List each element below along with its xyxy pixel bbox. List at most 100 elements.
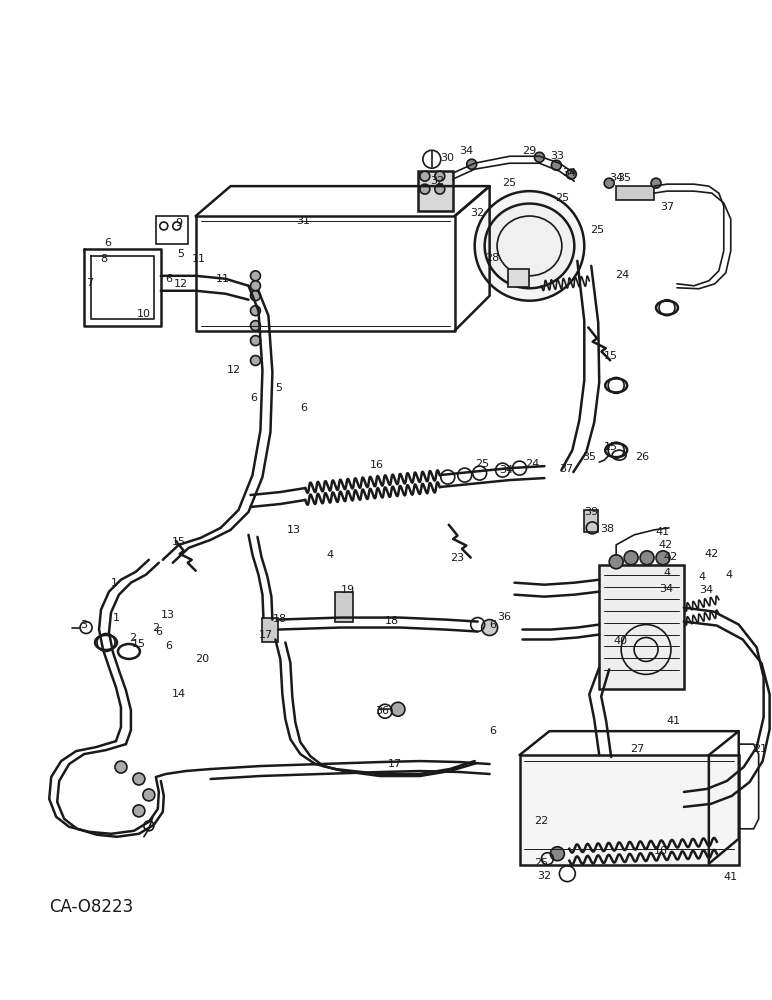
Text: 13: 13 xyxy=(161,610,174,620)
Text: 29: 29 xyxy=(523,146,537,156)
Text: 6: 6 xyxy=(155,627,162,637)
Text: 14: 14 xyxy=(171,689,186,699)
Circle shape xyxy=(467,159,476,169)
Text: 30: 30 xyxy=(440,153,454,163)
Text: 34: 34 xyxy=(609,173,623,183)
Text: 42: 42 xyxy=(664,552,678,562)
Text: 6: 6 xyxy=(165,274,172,284)
Circle shape xyxy=(651,178,661,188)
Text: CA-O8223: CA-O8223 xyxy=(49,898,134,916)
Circle shape xyxy=(567,169,577,179)
Bar xyxy=(584,510,598,532)
Text: 2: 2 xyxy=(152,623,159,633)
Text: 6: 6 xyxy=(250,393,257,403)
Text: 34: 34 xyxy=(459,146,474,156)
Circle shape xyxy=(514,231,544,261)
Text: 40: 40 xyxy=(613,636,627,646)
Text: 6: 6 xyxy=(104,238,111,248)
Text: 12: 12 xyxy=(174,279,188,289)
Text: 3: 3 xyxy=(80,620,87,630)
Circle shape xyxy=(250,306,260,316)
Text: 16: 16 xyxy=(370,460,384,470)
Circle shape xyxy=(640,551,654,565)
Circle shape xyxy=(550,847,564,861)
Text: 25: 25 xyxy=(534,858,548,868)
Circle shape xyxy=(250,271,260,281)
Circle shape xyxy=(115,761,127,773)
Text: 34: 34 xyxy=(659,584,673,594)
Circle shape xyxy=(250,336,260,346)
Text: 5: 5 xyxy=(275,383,282,393)
Circle shape xyxy=(250,281,260,291)
Ellipse shape xyxy=(485,204,574,288)
Bar xyxy=(507,269,530,287)
Circle shape xyxy=(475,191,584,301)
Circle shape xyxy=(133,773,145,785)
Circle shape xyxy=(250,321,260,331)
Text: 24: 24 xyxy=(526,459,540,469)
Text: 16: 16 xyxy=(654,846,668,856)
Text: 42: 42 xyxy=(659,540,673,550)
Text: 41: 41 xyxy=(723,872,738,882)
Text: 18: 18 xyxy=(273,614,287,624)
Text: 36: 36 xyxy=(498,612,512,622)
Text: 26: 26 xyxy=(635,452,649,462)
Text: 6: 6 xyxy=(165,641,172,651)
Text: 2: 2 xyxy=(130,633,137,643)
Text: 11: 11 xyxy=(191,254,205,264)
Text: 34: 34 xyxy=(499,465,513,475)
Circle shape xyxy=(551,160,561,170)
Circle shape xyxy=(604,178,615,188)
Text: 31: 31 xyxy=(296,216,310,226)
Text: 17: 17 xyxy=(388,759,402,769)
Circle shape xyxy=(420,184,430,194)
Circle shape xyxy=(624,551,638,565)
Circle shape xyxy=(609,555,623,569)
Bar xyxy=(616,186,654,200)
Text: 4: 4 xyxy=(663,568,671,578)
Text: 21: 21 xyxy=(753,744,767,754)
Text: 41: 41 xyxy=(655,527,669,537)
Text: 32: 32 xyxy=(471,208,485,218)
Text: 37: 37 xyxy=(660,202,674,212)
Text: 33: 33 xyxy=(550,151,564,161)
Text: 39: 39 xyxy=(584,507,598,517)
Text: 11: 11 xyxy=(215,274,229,284)
Text: 38: 38 xyxy=(600,524,615,534)
Bar xyxy=(156,216,188,244)
Text: 4: 4 xyxy=(327,550,334,560)
Text: 25: 25 xyxy=(590,225,604,235)
Circle shape xyxy=(482,620,498,636)
Circle shape xyxy=(435,171,445,181)
Circle shape xyxy=(391,702,405,716)
Text: 15: 15 xyxy=(604,351,618,361)
Text: 15: 15 xyxy=(132,639,146,649)
Text: 22: 22 xyxy=(534,816,549,826)
Text: 36: 36 xyxy=(375,706,389,716)
Text: 6: 6 xyxy=(300,403,306,413)
Text: 17: 17 xyxy=(259,630,273,640)
Text: 20: 20 xyxy=(195,654,210,664)
Text: 28: 28 xyxy=(486,253,499,263)
Text: 1: 1 xyxy=(110,578,117,588)
Text: 25: 25 xyxy=(503,178,516,188)
Bar xyxy=(530,817,554,839)
Text: 7: 7 xyxy=(86,278,93,288)
Text: 1: 1 xyxy=(113,613,120,623)
Text: 12: 12 xyxy=(226,365,241,375)
Text: 13: 13 xyxy=(286,525,300,535)
Text: 25: 25 xyxy=(476,459,489,469)
Circle shape xyxy=(534,152,544,162)
Text: 35: 35 xyxy=(617,173,631,183)
Text: 18: 18 xyxy=(385,616,399,626)
Circle shape xyxy=(250,291,260,301)
Text: 27: 27 xyxy=(630,744,644,754)
Bar xyxy=(335,592,353,622)
Text: 15: 15 xyxy=(604,442,618,452)
Text: 35: 35 xyxy=(582,452,596,462)
Text: 32: 32 xyxy=(537,871,551,881)
Circle shape xyxy=(420,171,430,181)
Circle shape xyxy=(435,184,445,194)
Text: 37: 37 xyxy=(559,464,574,474)
Text: 8: 8 xyxy=(100,254,107,264)
